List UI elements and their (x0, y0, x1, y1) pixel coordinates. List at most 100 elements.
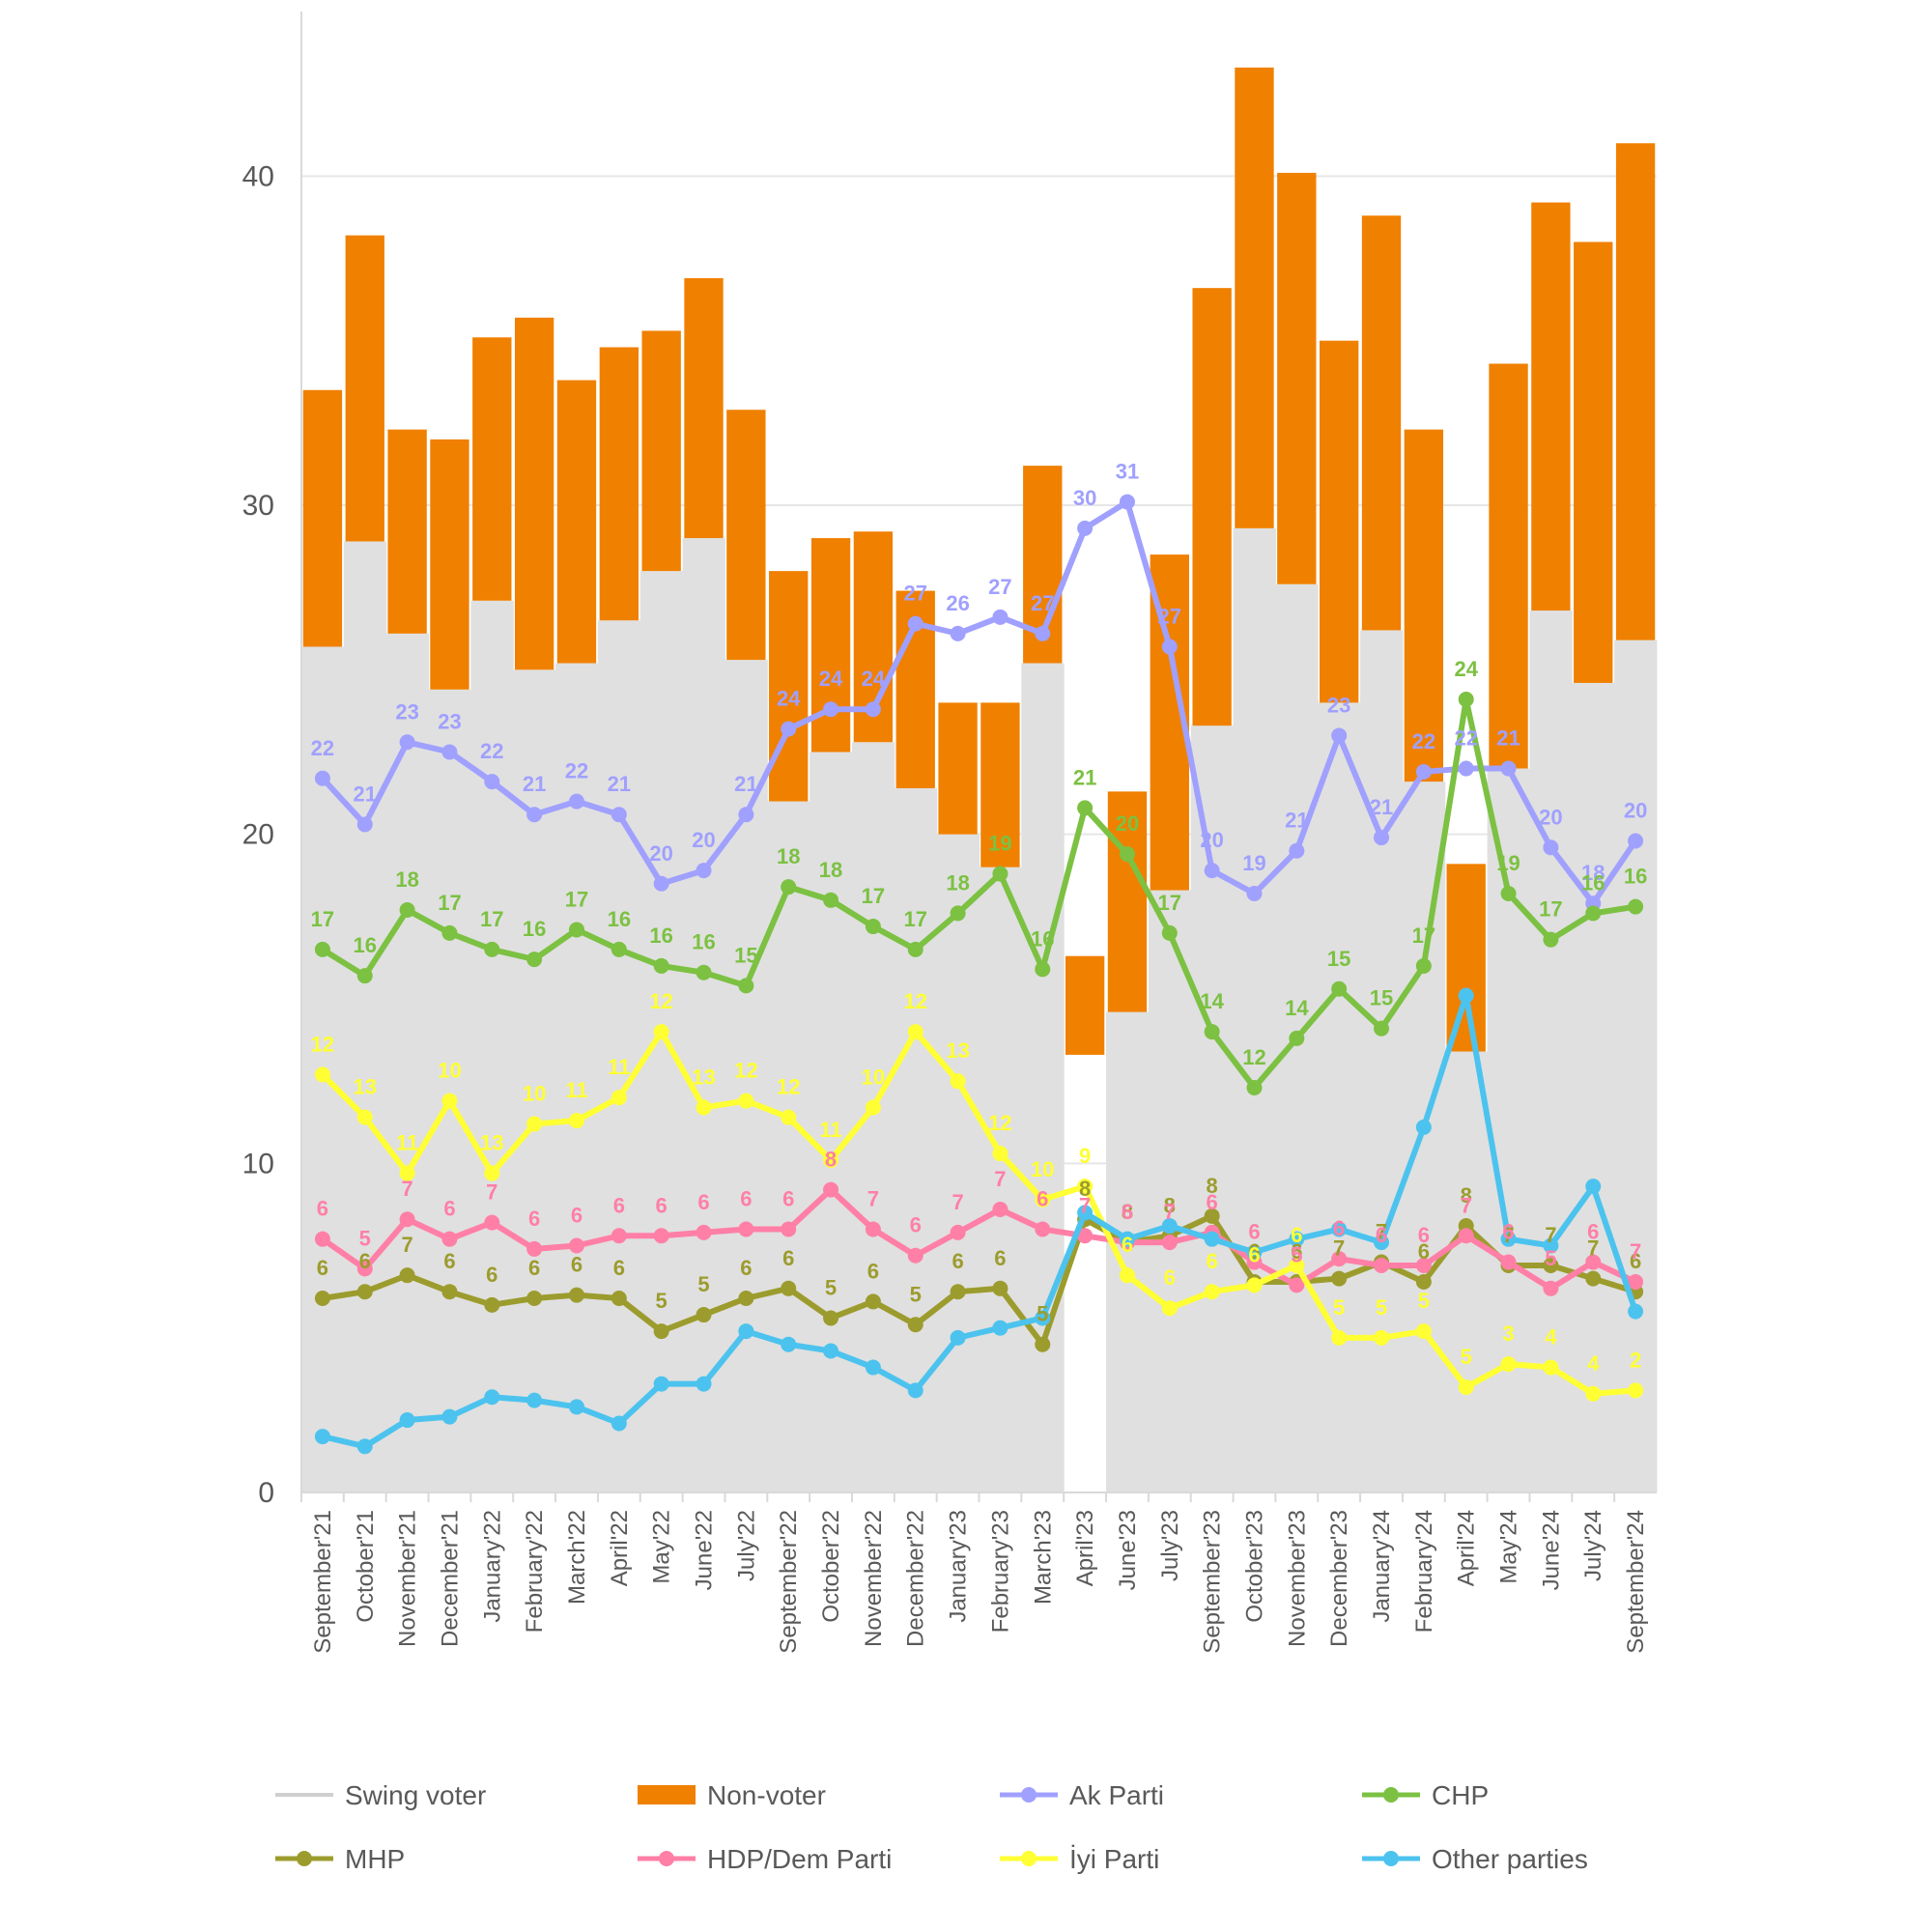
hdp-dem-parti-data-label: 6 (1037, 1186, 1048, 1210)
x-tick-label: June'22 (692, 1510, 718, 1590)
chp-point (484, 941, 500, 957)
ak-parti-point (865, 701, 881, 718)
hdp-dem-parti-data-label: 7 (1461, 1193, 1472, 1217)
mhp-point (526, 1291, 543, 1307)
other-parties-point (1161, 1218, 1178, 1235)
hdp-dem-parti-data-label: 8 (825, 1148, 837, 1172)
ak-parti-point (653, 875, 669, 892)
x-tick-label: December'22 (903, 1510, 929, 1647)
mhp-point (1331, 1270, 1348, 1287)
i-yi-parti-data-label: 6 (1164, 1265, 1176, 1290)
mhp-data-label: 6 (486, 1263, 497, 1287)
other-parties-point (1458, 987, 1474, 1004)
ak-parti-data-label: 27 (1031, 591, 1054, 615)
legend-item-non-voter: Non-voter (638, 1780, 826, 1810)
y-tick-label-30: 30 (242, 490, 274, 522)
i-yi-parti-point (611, 1090, 627, 1106)
chp-data-label: 16 (1624, 865, 1647, 889)
swing-voter-area-segment (1190, 725, 1235, 1492)
chp-data-label: 17 (1158, 891, 1181, 915)
ak-parti-data-label: 24 (862, 667, 886, 691)
chp-point (992, 866, 1009, 882)
other-parties-point (653, 1376, 669, 1392)
mhp-point (611, 1291, 627, 1307)
i-yi-parti-data-label: 6 (1248, 1242, 1260, 1266)
party-lines (314, 494, 1644, 1455)
i-yi-parti-point (1628, 1382, 1644, 1399)
chp-data-label: 14 (1200, 989, 1224, 1013)
ak-parti-point (399, 734, 415, 751)
y-tick-label-10: 10 (242, 1148, 274, 1179)
ak-parti-point (1161, 639, 1178, 655)
ak-parti-data-label: 27 (903, 582, 926, 606)
chp-point (441, 924, 458, 941)
swing-voter-area-segment (682, 538, 725, 1492)
x-tick-label: November'21 (395, 1510, 421, 1647)
hdp-dem-parti-data-label: 7 (486, 1180, 497, 1205)
mhp-data-label: 7 (1376, 1220, 1387, 1244)
mhp-data-label: 7 (1545, 1223, 1556, 1247)
chp-point (1458, 691, 1474, 707)
axes: 0 10 20 30 40 (242, 12, 1657, 1509)
hdp-dem-parti-data-label: 6 (443, 1197, 455, 1221)
chp-data-label: 18 (395, 867, 418, 892)
hdp-dem-parti-data-label: 6 (528, 1207, 540, 1231)
legend-item-swing-voter: Swing voter (275, 1780, 486, 1810)
i-yi-parti-point (1119, 1267, 1135, 1284)
i-yi-parti-point (314, 1066, 330, 1083)
i-yi-parti-point (1246, 1277, 1263, 1293)
swing-voter-area-segment (385, 633, 430, 1492)
i-yi-parti-point (907, 1024, 923, 1040)
mhp-point (314, 1291, 330, 1307)
ak-parti-data-label: 26 (946, 591, 969, 615)
i-yi-parti-data-label: 10 (1031, 1157, 1054, 1181)
hdp-dem-parti-data-label: 6 (1502, 1220, 1514, 1244)
other-parties-point (738, 1323, 754, 1340)
hdp-dem-parti-data-label: 7 (1079, 1193, 1091, 1217)
mhp-data-label: 6 (867, 1259, 879, 1283)
chp-point (1119, 846, 1135, 863)
hdp-dem-parti-data-label: 7 (401, 1177, 412, 1201)
mhp-data-label: 6 (613, 1256, 625, 1280)
swing-voter-area-segment (1148, 890, 1192, 1492)
chp-data-label: 17 (1412, 923, 1435, 948)
chp-point (653, 957, 669, 974)
chp-data-label: 17 (862, 884, 885, 908)
hdp-dem-parti-data-label: 6 (1248, 1220, 1260, 1244)
ak-parti-point (738, 807, 754, 823)
non-voter-bar (302, 389, 343, 647)
chp-data-label: 16 (523, 917, 546, 941)
hdp-dem-parti-point (950, 1224, 966, 1240)
chp-data-label: 15 (734, 943, 757, 967)
mhp-point (1035, 1336, 1051, 1352)
non-voter-bar (1531, 202, 1571, 611)
other-parties-point (399, 1412, 415, 1429)
mhp-data-label: 7 (401, 1233, 412, 1257)
x-tick-label: November'22 (861, 1510, 887, 1647)
swing-voter-area-segment (1444, 1051, 1489, 1492)
x-tick-label: September'21 (310, 1510, 336, 1654)
chp-point (823, 892, 839, 908)
chp-data-label: 17 (1539, 897, 1562, 922)
ak-parti-point (1077, 520, 1094, 536)
i-yi-parti-point (781, 1109, 797, 1125)
ak-parti-data-label: 24 (777, 687, 801, 711)
hdp-dem-parti-point (568, 1237, 584, 1254)
i-yi-parti-data-label: 4 (1545, 1325, 1557, 1350)
hdp-dem-parti-point (781, 1221, 797, 1237)
mhp-data-label: 6 (1418, 1239, 1430, 1264)
chp-point (1077, 800, 1094, 816)
mhp-point (653, 1323, 669, 1340)
x-tick-label: January'22 (479, 1510, 505, 1623)
i-yi-parti-data-label: 11 (819, 1118, 841, 1142)
i-yi-parti-data-label: 6 (1122, 1233, 1133, 1257)
i-yi-parti-data-label: 12 (734, 1059, 757, 1083)
chp-data-label: 20 (1116, 811, 1139, 836)
hdp-dem-parti-data-label: 6 (1333, 1216, 1345, 1240)
non-voter-bar (1277, 172, 1317, 584)
chp-point (611, 941, 627, 957)
i-yi-parti-data-label: 5 (1333, 1295, 1345, 1320)
non-voter-bar (430, 439, 469, 690)
hdp-dem-parti-point (1415, 1257, 1432, 1273)
mhp-point (356, 1284, 373, 1300)
